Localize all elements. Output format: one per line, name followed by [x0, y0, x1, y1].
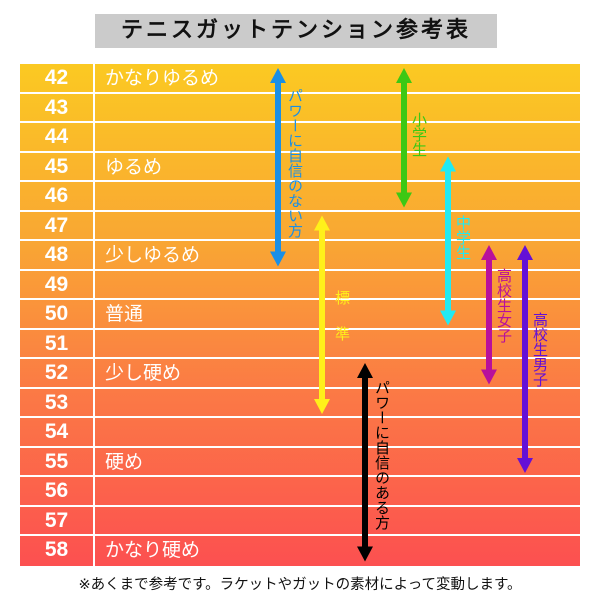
tension-value: 53 [20, 388, 95, 416]
footnote: ※あくまで参考です。ラケットやガットの素材によって変動します。 [78, 577, 522, 593]
tension-label: 少し硬め [105, 362, 182, 384]
range-label: 小学生 [410, 112, 428, 157]
tension-value: 48 [20, 241, 95, 269]
range-label: 標 準 [333, 290, 351, 349]
range-label: 中学生 [454, 215, 472, 260]
tension-label: 硬め [105, 450, 144, 473]
tension-label: かなりゆるめ [105, 67, 220, 89]
range-label: 高校生男子 [531, 312, 549, 387]
tension-value: 50 [20, 300, 95, 328]
tension-value: 45 [20, 152, 95, 180]
tension-value: 51 [20, 329, 95, 357]
tension-value: 54 [20, 418, 95, 446]
table-row: 44 [20, 123, 580, 153]
tension-label: 普通 [105, 303, 144, 325]
table-row: 51 [20, 329, 580, 359]
tension-value: 56 [20, 477, 95, 505]
tension-value: 43 [20, 93, 95, 121]
range-arrow [270, 68, 286, 267]
tension-value: 47 [20, 211, 95, 239]
table-row: 57 [20, 506, 580, 536]
table-row: 42 かなりゆるめ [20, 64, 580, 94]
tension-label: 少しゆるめ [105, 244, 201, 266]
tension-value: 46 [20, 182, 95, 210]
page-title: テニスガットテンション参考表 [95, 14, 497, 48]
tension-value: 57 [20, 506, 95, 534]
range-arrow [517, 245, 533, 473]
range-label: パワーに自信のない方 [286, 88, 304, 238]
tension-value: 52 [20, 359, 95, 387]
range-arrow [440, 156, 456, 326]
range-label: 高校生女子 [495, 268, 513, 343]
tension-label: ゆるめ [105, 155, 163, 178]
tension-value: 42 [20, 64, 95, 92]
tension-value: 55 [20, 447, 95, 475]
table-row: 56 [20, 477, 580, 507]
range-arrow [481, 245, 497, 385]
range-arrow [314, 215, 330, 414]
tension-value: 44 [20, 123, 95, 151]
table-row: 46 [20, 182, 580, 212]
table-row: 47 [20, 211, 580, 241]
table-row: 52 少し硬め [20, 359, 580, 389]
tension-label: かなり硬め [105, 539, 201, 561]
tension-value: 58 [20, 536, 95, 566]
table-row: 54 [20, 418, 580, 448]
table-row: 43 [20, 93, 580, 123]
table-row: 55 硬め [20, 447, 580, 477]
range-arrow [357, 363, 373, 562]
table-row: 48 少しゆるめ [20, 241, 580, 271]
range-arrow [396, 68, 412, 208]
table-row: 58 かなり硬め [20, 536, 580, 566]
table-row: 53 [20, 388, 580, 418]
range-label: パワーに自信のある方 [373, 380, 391, 530]
table-row: 45 ゆるめ [20, 152, 580, 182]
table-row: 50 普通 [20, 300, 580, 330]
tension-value: 49 [20, 270, 95, 298]
table-row: 49 [20, 270, 580, 300]
